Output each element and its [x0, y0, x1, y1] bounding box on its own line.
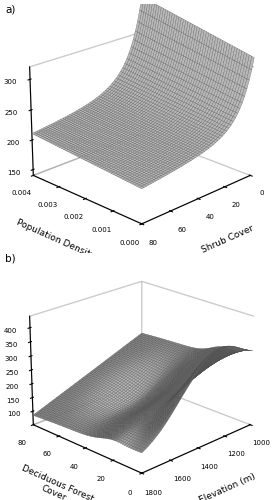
X-axis label: Elevation (m): Elevation (m) [198, 472, 257, 500]
Y-axis label: Deciduous Forest
Cover: Deciduous Forest Cover [16, 464, 95, 500]
Text: b): b) [5, 254, 16, 264]
Y-axis label: Population Density: Population Density [15, 218, 96, 260]
X-axis label: Shrub Cover: Shrub Cover [200, 223, 255, 254]
Text: a): a) [5, 4, 16, 14]
